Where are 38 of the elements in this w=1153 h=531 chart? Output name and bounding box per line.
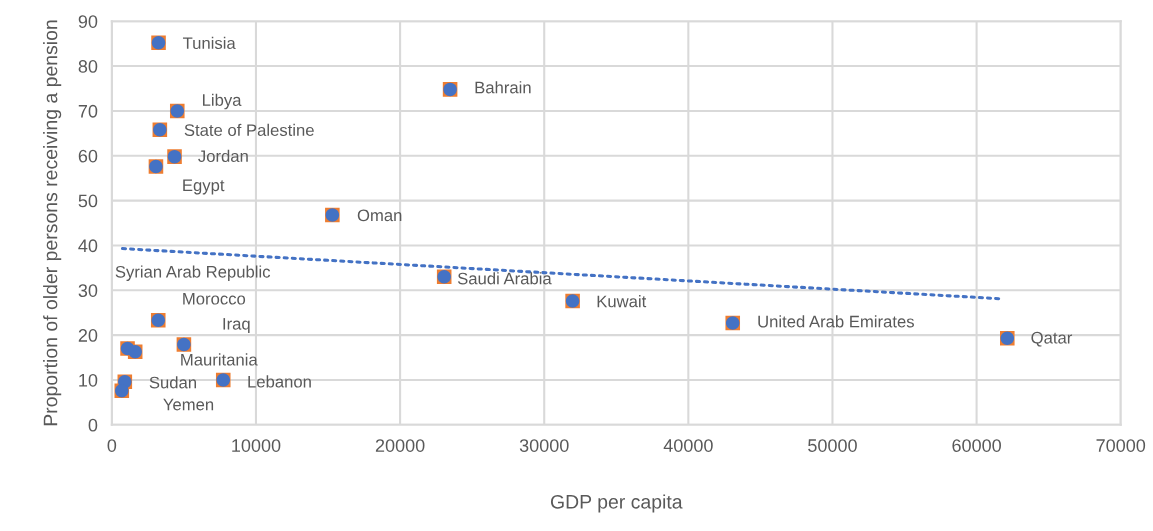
y-tick-label: 70 xyxy=(78,104,98,118)
x-tick-label: 60000 xyxy=(952,439,1001,452)
annotation: Egypt xyxy=(183,179,225,195)
annotation: Kuwait xyxy=(597,295,647,308)
annotation: United Arab Emirates xyxy=(758,315,914,328)
annotation: Syrian Arab Republic xyxy=(115,265,271,282)
annotation: Sudan xyxy=(149,376,196,389)
annotation: Jordan xyxy=(198,149,248,163)
y-tick-label: 10 xyxy=(79,373,98,387)
annotation: Bahrain xyxy=(475,81,531,94)
annotation: Saudi Arabia xyxy=(457,272,552,285)
annotation: Qatar xyxy=(1031,331,1073,347)
y-tick-label: 30 xyxy=(78,284,98,297)
y-tick-label: 40 xyxy=(78,239,98,253)
x-tick-label: 30000 xyxy=(519,439,569,452)
y-tick-label: 20 xyxy=(78,329,98,342)
annotation: Libya xyxy=(203,93,242,110)
x-tick-label: 70000 xyxy=(1096,439,1146,452)
annotation: Lebanon xyxy=(248,375,311,388)
y-tick-label: 50 xyxy=(78,194,98,208)
annotation: Morocco xyxy=(183,292,246,305)
x-tick-label: 40000 xyxy=(663,439,713,452)
y-tick-label: 90 xyxy=(78,15,98,28)
y-axis-title: Proportion of older persons receiving a pension xyxy=(43,20,62,426)
y-tick-label: 60 xyxy=(78,149,98,163)
annotation: State of Palestine xyxy=(184,123,314,137)
annotation: Mauritania xyxy=(181,353,258,366)
x-tick-label: 10000 xyxy=(232,439,281,452)
y-tick-label: 80 xyxy=(78,60,98,73)
x-axis-title: GDP per capita xyxy=(550,494,683,513)
annotation: Iraq xyxy=(223,318,250,334)
annotation: Yemen xyxy=(163,398,214,411)
x-tick-label: 20000 xyxy=(375,439,425,452)
x-tick-label: 0 xyxy=(107,439,117,452)
annotation: Tunisia xyxy=(182,36,236,50)
x-tick-label: 50000 xyxy=(808,439,857,452)
y-tick-label: 0 xyxy=(88,418,98,432)
annotation: Oman xyxy=(357,209,402,222)
